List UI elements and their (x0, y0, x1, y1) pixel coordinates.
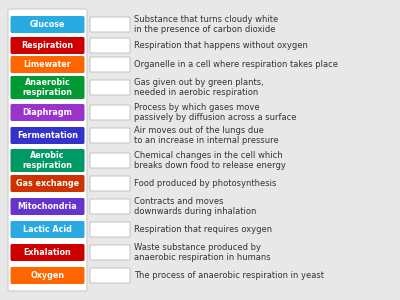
Text: Substance that turns cloudy white
in the presence of carbon dioxide: Substance that turns cloudy white in the… (134, 15, 278, 34)
Text: The process of anaerobic respiration in yeast: The process of anaerobic respiration in … (134, 271, 324, 280)
FancyBboxPatch shape (90, 245, 130, 260)
FancyBboxPatch shape (10, 16, 84, 33)
FancyBboxPatch shape (90, 57, 130, 72)
Text: Chemical changes in the cell which
breaks down food to release energy: Chemical changes in the cell which break… (134, 151, 286, 170)
Text: Exhalation: Exhalation (24, 248, 71, 257)
Text: Respiration that requires oxygen: Respiration that requires oxygen (134, 225, 272, 234)
FancyBboxPatch shape (10, 221, 84, 238)
Text: Air moves out of the lungs due
to an increase in internal pressure: Air moves out of the lungs due to an inc… (134, 126, 279, 146)
Text: Diaphragm: Diaphragm (22, 108, 72, 117)
Text: Contracts and moves
downwards during inhalation: Contracts and moves downwards during inh… (134, 196, 256, 216)
FancyBboxPatch shape (10, 127, 84, 144)
FancyBboxPatch shape (10, 267, 84, 284)
FancyBboxPatch shape (10, 175, 84, 192)
Text: Process by which gases move
passively by diffusion across a surface: Process by which gases move passively by… (134, 103, 296, 122)
FancyBboxPatch shape (90, 105, 130, 120)
FancyBboxPatch shape (90, 268, 130, 283)
Text: Gas given out by green plants,
needed in aerobic respiration: Gas given out by green plants, needed in… (134, 78, 264, 98)
FancyBboxPatch shape (10, 149, 84, 172)
FancyBboxPatch shape (10, 198, 84, 215)
FancyBboxPatch shape (90, 128, 130, 143)
FancyBboxPatch shape (10, 37, 84, 54)
Text: Gas exchange: Gas exchange (16, 179, 79, 188)
Text: Waste substance produced by
anaerobic respiration in humans: Waste substance produced by anaerobic re… (134, 243, 271, 262)
Text: Oxygen: Oxygen (30, 271, 64, 280)
FancyBboxPatch shape (90, 153, 130, 168)
FancyBboxPatch shape (10, 104, 84, 121)
FancyBboxPatch shape (10, 56, 84, 73)
FancyBboxPatch shape (90, 80, 130, 95)
Text: Anaerobic
respiration: Anaerobic respiration (22, 78, 72, 97)
FancyBboxPatch shape (90, 17, 130, 32)
FancyBboxPatch shape (10, 76, 84, 99)
FancyBboxPatch shape (8, 9, 87, 291)
Text: Fermentation: Fermentation (17, 131, 78, 140)
Text: Glucose: Glucose (30, 20, 65, 29)
FancyBboxPatch shape (90, 38, 130, 53)
Text: Lactic Acid: Lactic Acid (23, 225, 72, 234)
Text: Organelle in a cell where respiration takes place: Organelle in a cell where respiration ta… (134, 60, 338, 69)
Text: Respiration that happens without oxygen: Respiration that happens without oxygen (134, 41, 308, 50)
FancyBboxPatch shape (10, 244, 84, 261)
Text: Food produced by photosynthesis: Food produced by photosynthesis (134, 179, 276, 188)
FancyBboxPatch shape (90, 176, 130, 191)
Text: Aerobic
respiration: Aerobic respiration (22, 151, 72, 170)
Text: Respiration: Respiration (22, 41, 74, 50)
Text: Mitochondria: Mitochondria (18, 202, 77, 211)
FancyBboxPatch shape (90, 222, 130, 237)
Text: Limewater: Limewater (24, 60, 71, 69)
FancyBboxPatch shape (90, 199, 130, 214)
